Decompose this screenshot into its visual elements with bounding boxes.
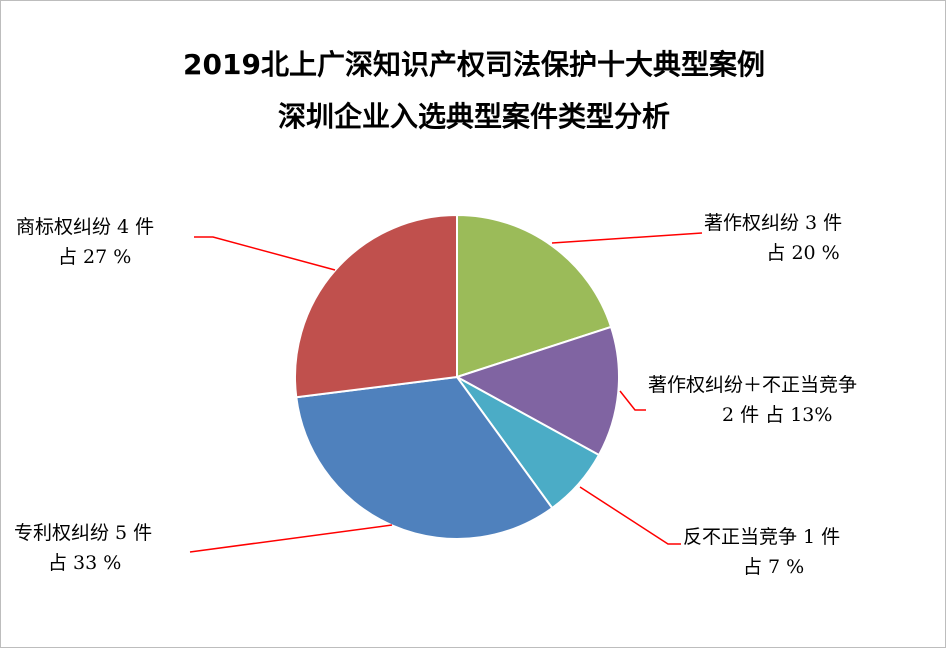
label-trademark-count: 商标权纠纷 4 件 (16, 216, 155, 238)
leader-patent (189, 524, 393, 553)
label-copyright-unfair: 著作权纠纷＋不正当竞争 2 件 占 13% (648, 370, 857, 430)
label-copyright-pct: 占 20 % (766, 242, 840, 264)
leader-copyright (551, 232, 703, 244)
label-unfair-pct: 占 7 % (743, 556, 805, 578)
label-unfair: 反不正当竞争 1 件 占 7 % (683, 522, 840, 582)
chart-subtitle: 深圳企业入选典型案件类型分析 (277, 100, 670, 133)
leader-unfair (579, 486, 681, 545)
label-copyright: 著作权纠纷 3 件 占 20 % (704, 208, 842, 268)
slice-copyright (456, 213, 613, 379)
label-copyright-unfair-count: 著作权纠纷＋不正当竞争 (648, 374, 858, 396)
slice-copyright-unfair (454, 325, 620, 457)
leader-lines (189, 232, 703, 553)
pie-slices (294, 213, 620, 540)
chart-title-block: 2019北上广深知识产权司法保护十大典型案例 深圳企业入选典型案件类型分析 (1, 39, 946, 143)
leader-trademark (194, 236, 336, 271)
label-unfair-count: 反不正当竞争 1 件 (683, 526, 841, 548)
label-trademark-pct: 占 27 % (58, 246, 132, 268)
label-copyright-count: 著作权纠纷 3 件 (704, 212, 843, 234)
label-copyright-unfair-pct: 2 件 占 13% (722, 404, 833, 426)
label-patent: 专利权纠纷 5 件 占 33 % (14, 518, 152, 578)
chart-title: 2019北上广深知识产权司法保护十大典型案例 (183, 48, 765, 81)
label-patent-count: 专利权纠纷 5 件 (14, 522, 153, 544)
slice-patent (295, 375, 554, 540)
label-trademark: 商标权纠纷 4 件 占 27 % (16, 212, 154, 272)
slice-trademark (294, 213, 458, 399)
leader-copyright-unfair (619, 390, 646, 411)
label-patent-pct: 占 33 % (48, 552, 122, 574)
